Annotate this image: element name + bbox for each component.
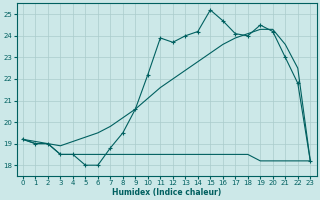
X-axis label: Humidex (Indice chaleur): Humidex (Indice chaleur): [112, 188, 221, 197]
